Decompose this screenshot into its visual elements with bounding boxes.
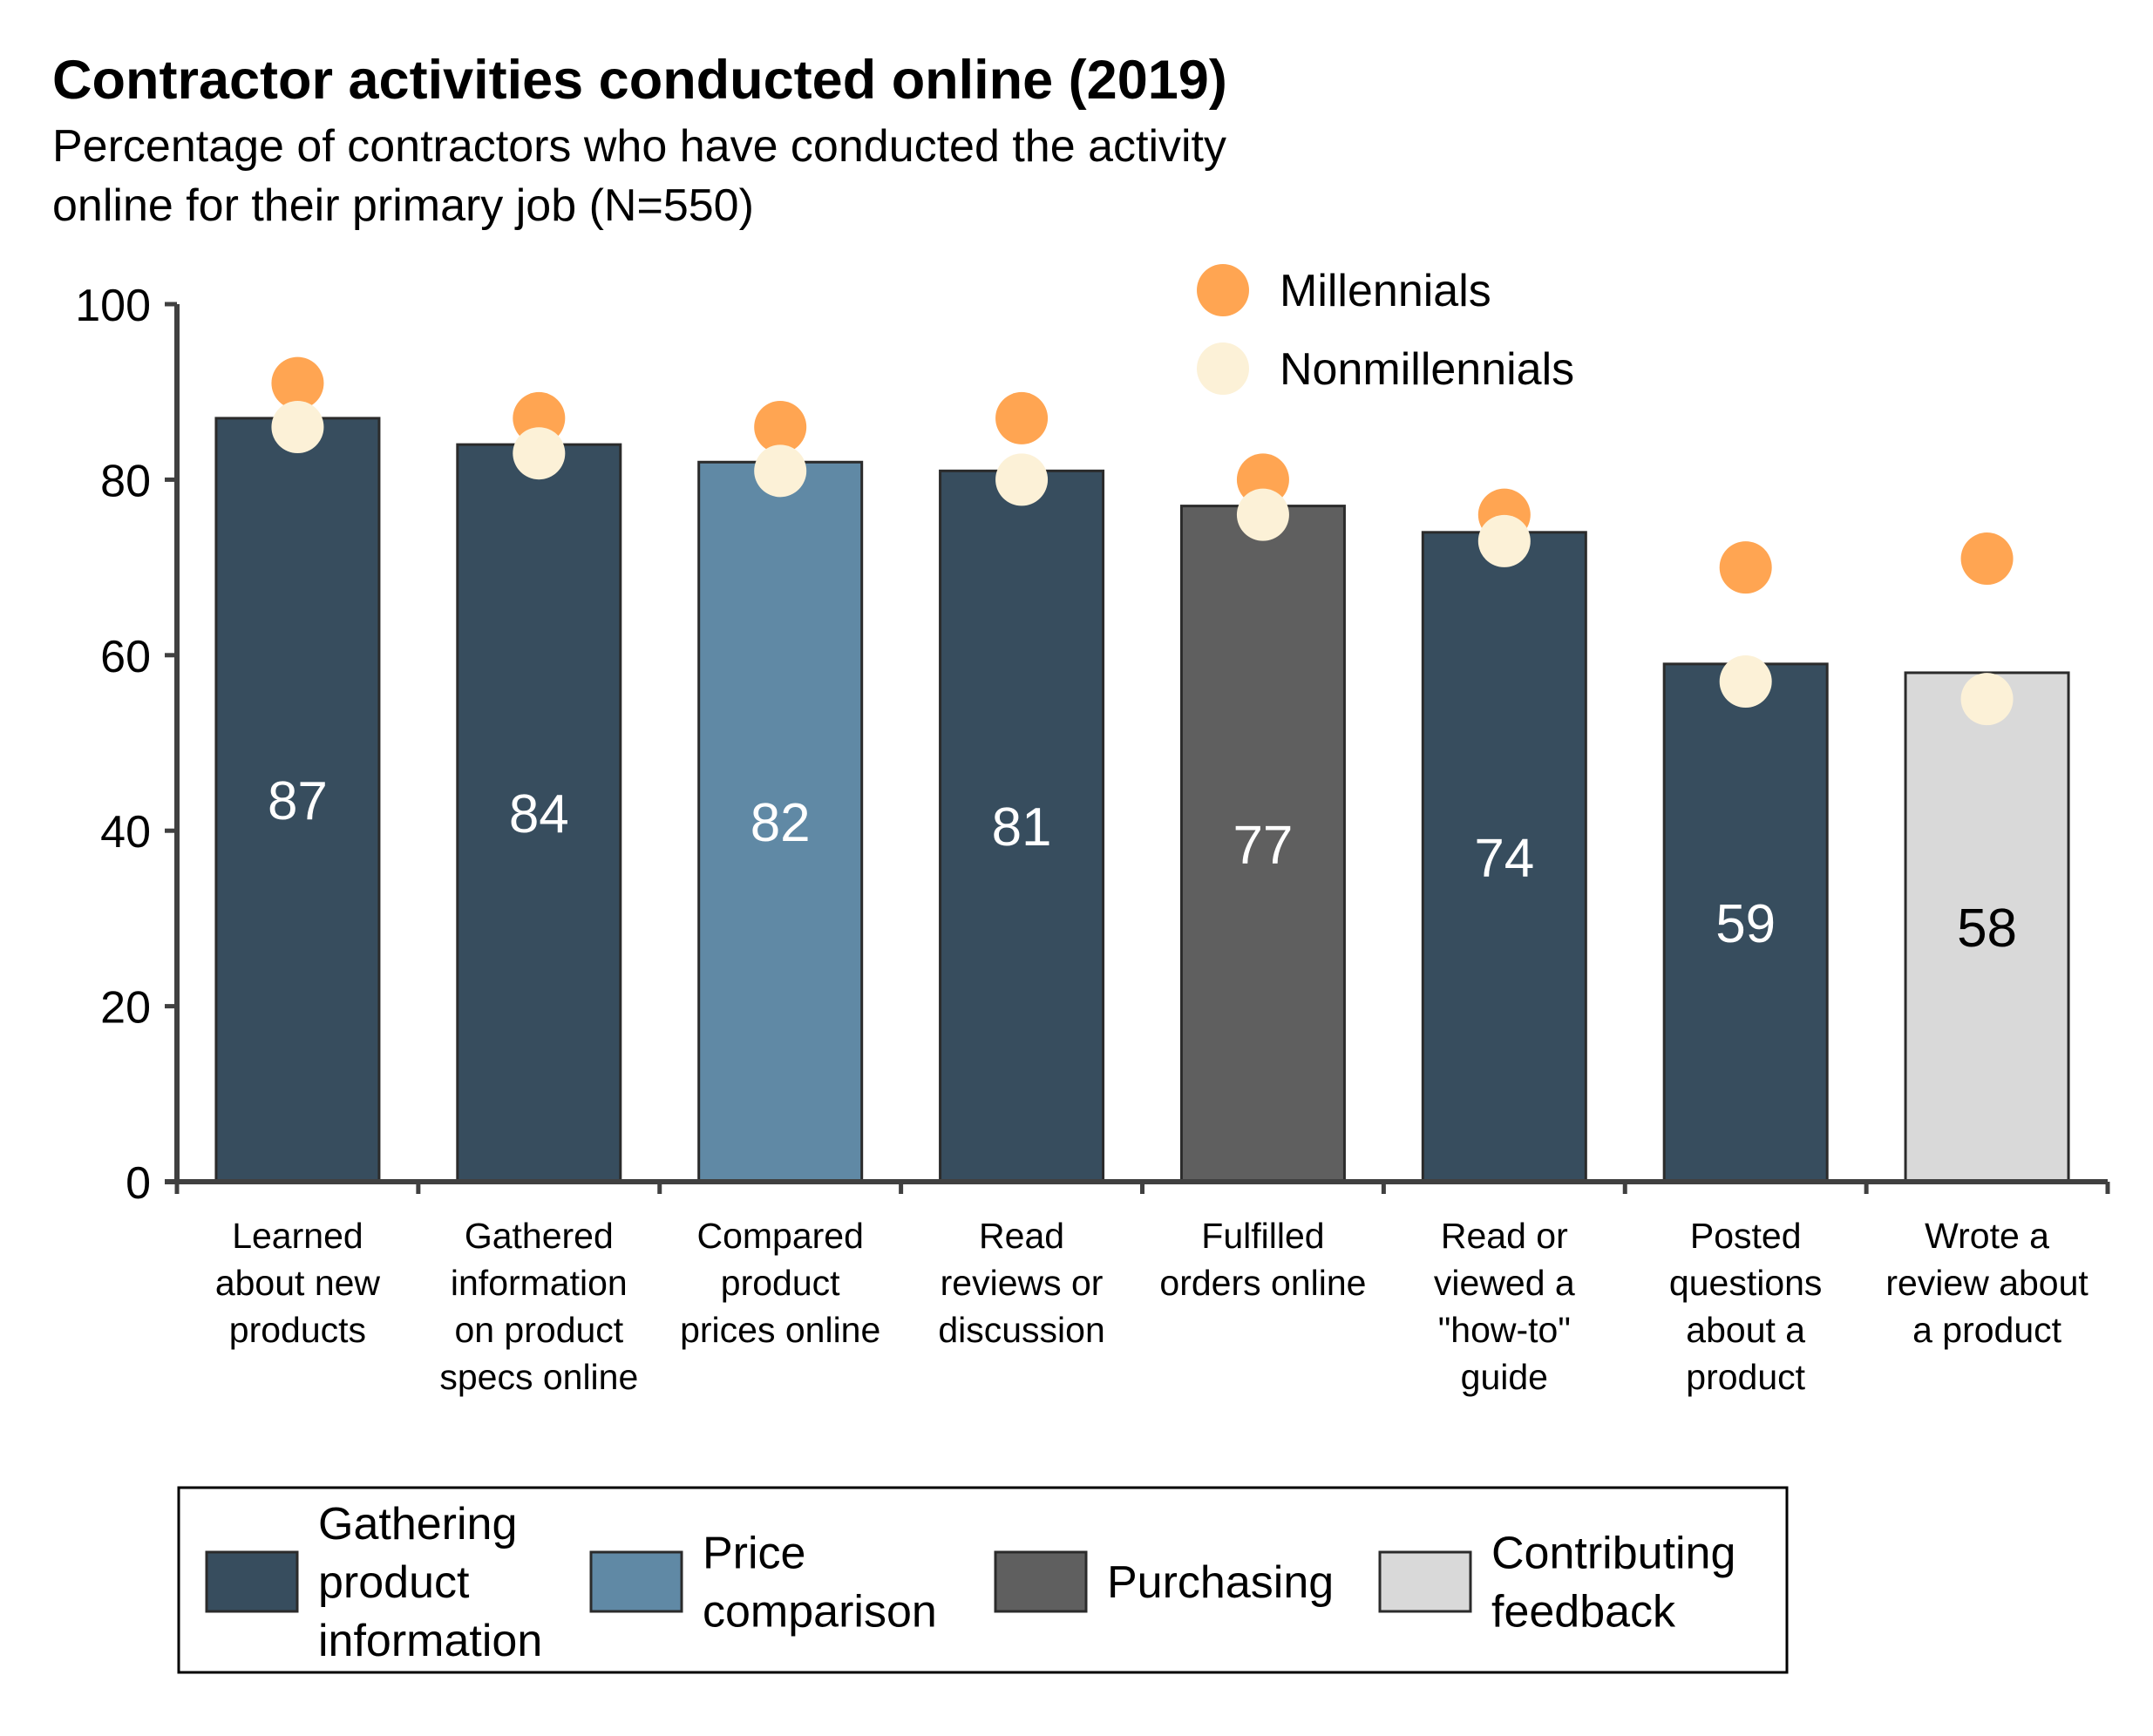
axes-layer: 0 20 40 60 80 100 — [75, 281, 2110, 1209]
chart-subtitle-line-1: Percentage of contractors who have condu… — [52, 121, 1226, 172]
bar-value-label: 77 — [1233, 815, 1293, 875]
bar-value-label: 84 — [509, 784, 569, 844]
series-point-nonmillennials — [271, 400, 324, 453]
x-tick-label: Wrote a review about a product — [1885, 1216, 2088, 1350]
series-point-millennials — [1960, 532, 2014, 586]
legend-marker — [1197, 342, 1249, 395]
bar-value-label: 82 — [750, 793, 811, 853]
group-legend: Gathering product information Price comparis… — [177, 1486, 1789, 1674]
group-legend-swatch — [205, 1550, 299, 1613]
legend-marker — [1197, 264, 1249, 316]
bars-layer — [214, 417, 2070, 1183]
series-point-nonmillennials — [1236, 488, 1289, 541]
labels-layer: 87 84 82 81 77 74 59 58 Learned about new products… — [215, 771, 2089, 1397]
x-tick-label: Read or viewed a "how-to" guide — [1434, 1216, 1575, 1397]
y-tick-label: 0 — [126, 1158, 151, 1209]
chart-subtitle-line-2: online for their primary job (N=550) — [52, 180, 754, 231]
y-tick-label: 80 — [100, 456, 151, 506]
x-tick-label: Gathered information on product specs onlin… — [439, 1216, 638, 1397]
bar — [1904, 671, 2070, 1183]
y-tick-label: 20 — [100, 983, 151, 1034]
bar-value-label: 59 — [1715, 894, 1776, 954]
dots-layer — [271, 356, 2014, 726]
bar — [214, 417, 381, 1183]
series-point-millennials — [995, 391, 1049, 444]
series-point-millennials — [1719, 541, 1772, 594]
x-tick-label: Fulfilled orders online — [1159, 1216, 1366, 1303]
series-point-nonmillennials — [513, 427, 566, 480]
x-tick-label: Learned about new products — [215, 1216, 381, 1350]
series-point-millennials — [754, 400, 807, 453]
group-legend-label: Contributing feedback — [1491, 1529, 1735, 1638]
group-legend-label: Price comparison — [703, 1529, 937, 1638]
bar-value-label: 81 — [992, 797, 1052, 858]
bar-value-label: 74 — [1474, 828, 1534, 888]
series-point-millennials — [271, 356, 324, 410]
series-point-nonmillennials — [754, 444, 807, 498]
group-legend-label: Purchasing — [1107, 1557, 1334, 1608]
y-tick-label: 40 — [100, 807, 151, 858]
series-point-nonmillennials — [995, 453, 1049, 506]
series-point-nonmillennials — [1477, 514, 1531, 567]
legend-label: Nonmillennials — [1280, 344, 1574, 395]
x-tick-label: Read reviews or discussion — [938, 1216, 1104, 1350]
x-tick-label: Compared product prices online — [680, 1216, 880, 1350]
x-tick-label: Posted questions about a product — [1669, 1216, 1823, 1397]
group-legend-swatch — [1378, 1550, 1472, 1613]
group-legend-label: Gathering product information — [318, 1499, 542, 1666]
bar-value-label: 58 — [1957, 899, 2017, 959]
series-legend: Millennials Nonmillennials — [1197, 264, 1574, 395]
group-legend-swatch — [589, 1550, 683, 1613]
chart-title: Contractor activities conducted online (… — [52, 50, 1227, 111]
bar-value-label: 87 — [268, 771, 328, 831]
legend-label: Millennials — [1280, 266, 1491, 316]
y-tick-label: 100 — [75, 281, 151, 331]
series-point-nonmillennials — [1719, 655, 1772, 709]
group-legend-swatch — [994, 1550, 1088, 1613]
group-legend-box — [177, 1486, 1789, 1674]
bar — [1421, 531, 1587, 1183]
y-tick-label: 60 — [100, 632, 151, 682]
series-point-nonmillennials — [1960, 673, 2014, 726]
